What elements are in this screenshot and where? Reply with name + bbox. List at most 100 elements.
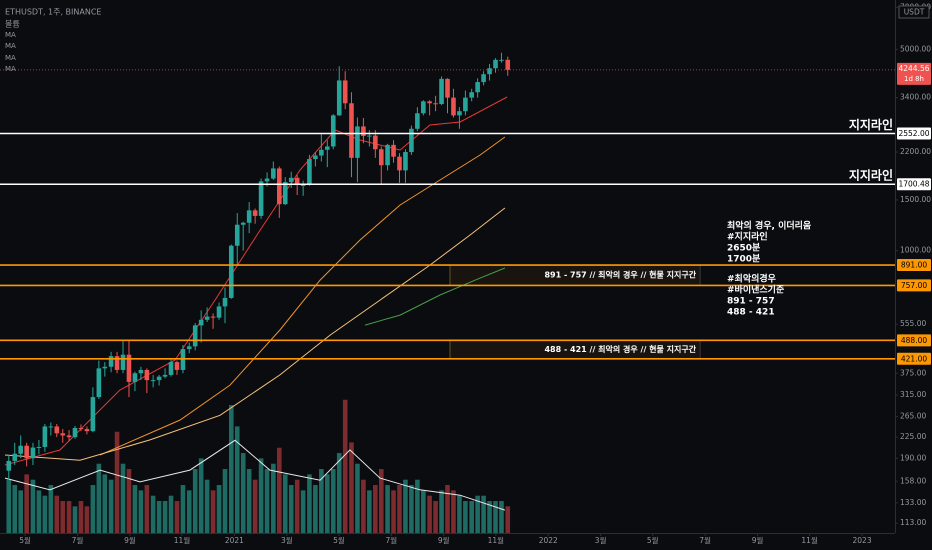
volume-bar bbox=[409, 485, 414, 533]
volume-bar bbox=[373, 485, 378, 533]
x-tick-label: 3월 bbox=[281, 535, 293, 545]
volume-bar bbox=[138, 490, 144, 533]
indicator-lines bbox=[4, 96, 508, 511]
volume-bar bbox=[282, 474, 288, 533]
candle-body bbox=[246, 210, 252, 223]
candle-body bbox=[18, 445, 24, 454]
x-tick-label: 2023 bbox=[853, 536, 872, 545]
x-tick-label: 5월 bbox=[19, 535, 31, 545]
volume-bar bbox=[433, 501, 438, 533]
volume-bar bbox=[240, 453, 246, 533]
candle-body bbox=[84, 429, 90, 432]
candle-body bbox=[36, 446, 42, 448]
ma-line bbox=[99, 136, 506, 456]
volume-bar bbox=[36, 490, 42, 533]
volume-bar bbox=[349, 442, 354, 533]
volume-bar bbox=[222, 469, 228, 533]
note-text: 1700분 bbox=[727, 254, 760, 265]
y-tick-label: 375.00 bbox=[900, 368, 926, 377]
candle-body bbox=[120, 354, 126, 370]
x-tick-label: 11월 bbox=[801, 535, 818, 545]
volume-bar bbox=[415, 479, 420, 533]
price-tag bbox=[897, 127, 931, 140]
candle-body bbox=[451, 97, 456, 116]
volume-bar bbox=[319, 469, 324, 533]
candle-body bbox=[385, 144, 390, 166]
candle-body bbox=[463, 97, 468, 112]
candle-body bbox=[138, 369, 144, 374]
volume-bar bbox=[144, 485, 150, 533]
x-tick-label: 7월 bbox=[699, 535, 711, 545]
volume-bar bbox=[378, 469, 384, 533]
candle-body bbox=[307, 159, 312, 186]
y-tick-label: 5000.00 bbox=[900, 44, 931, 53]
candle-body bbox=[222, 297, 228, 307]
candle-body bbox=[126, 354, 132, 382]
candle-body bbox=[288, 177, 294, 183]
candle-body bbox=[54, 426, 60, 434]
candle-body bbox=[415, 113, 420, 129]
volume-bar bbox=[493, 501, 498, 533]
price-tag-label: 1700.48 bbox=[898, 180, 929, 189]
volume-bar bbox=[403, 479, 408, 533]
zone-label: 488 - 421 // 최악의 경우 // 현물 지지구간 bbox=[544, 344, 696, 354]
candle-body bbox=[336, 80, 342, 116]
volume-bar bbox=[102, 474, 108, 533]
candle-body bbox=[150, 380, 156, 382]
y-tick-label: 1000.00 bbox=[900, 246, 931, 255]
price-tag-label: 757.00 bbox=[901, 281, 927, 290]
volume-bar bbox=[96, 463, 102, 533]
note-text: #최악의경우 bbox=[727, 273, 776, 285]
volume-ma-line bbox=[4, 439, 506, 511]
candle-body bbox=[108, 356, 114, 367]
x-tick-label: 11월 bbox=[174, 535, 191, 545]
volume-bar bbox=[216, 485, 222, 533]
volume-bar bbox=[330, 469, 336, 533]
candle-body bbox=[373, 135, 378, 150]
volume-bar bbox=[198, 458, 204, 533]
candle-body bbox=[271, 168, 276, 179]
volume-bar bbox=[192, 469, 198, 533]
candle-body bbox=[391, 144, 396, 157]
volume-bar bbox=[66, 501, 72, 533]
countdown-label: 1d 8h bbox=[904, 75, 924, 83]
y-tick-label: 2200.00 bbox=[900, 147, 931, 156]
candle-body bbox=[102, 366, 108, 369]
candle-body bbox=[240, 222, 246, 225]
volume bbox=[6, 399, 511, 533]
last-price-label: 4244.56 bbox=[898, 64, 929, 73]
candle-body bbox=[90, 397, 96, 432]
x-tick-label: 9월 bbox=[124, 535, 136, 545]
volume-bar bbox=[228, 405, 234, 533]
price-tag-label: 421.00 bbox=[901, 354, 927, 363]
note-text: #지지라인 bbox=[727, 231, 768, 243]
volume-bar bbox=[475, 495, 480, 533]
candle-body bbox=[192, 325, 198, 347]
volume-bar bbox=[72, 506, 78, 533]
volume-bar bbox=[186, 490, 192, 533]
volume-bar bbox=[361, 479, 366, 533]
price-tag-label: 891.00 bbox=[901, 261, 927, 270]
volume-bar bbox=[294, 479, 300, 533]
candle-body bbox=[264, 178, 270, 182]
volume-bar bbox=[439, 490, 444, 533]
volume-bar bbox=[30, 479, 36, 533]
currency-box bbox=[898, 5, 930, 19]
chart-title: ETHUSDT, 1주, BINANCE bbox=[5, 8, 102, 17]
candle-body bbox=[96, 368, 102, 398]
volume-bar bbox=[325, 474, 330, 533]
legend-volume: 볼륨 bbox=[5, 19, 20, 29]
horizontal-lines: 2552.00 지지라인 1700.48 지지라인 891.00 757.00 488.00… bbox=[0, 62, 931, 365]
volume-bar bbox=[499, 501, 504, 533]
volume-bar bbox=[18, 490, 24, 533]
legend-ma: MA bbox=[5, 31, 16, 39]
candle-body bbox=[361, 126, 366, 137]
candles bbox=[6, 52, 511, 480]
price-tag bbox=[897, 352, 931, 365]
candle-body bbox=[300, 185, 306, 187]
volume-bar bbox=[487, 501, 492, 533]
volume-bar bbox=[276, 447, 282, 533]
candle-body bbox=[487, 68, 492, 75]
volume-bar bbox=[481, 495, 486, 533]
